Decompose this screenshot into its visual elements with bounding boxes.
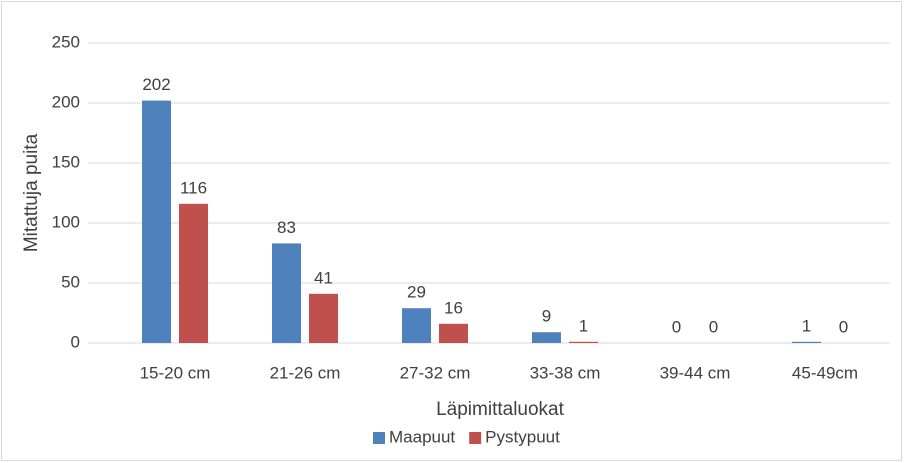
data-label: 16: [444, 298, 463, 317]
bar: [532, 332, 561, 343]
data-label: 0: [839, 317, 848, 336]
data-label: 0: [709, 317, 718, 336]
x-tick-label: 21-26 cm: [270, 363, 341, 382]
data-label: 1: [802, 316, 811, 335]
data-label: 202: [142, 75, 170, 94]
data-label: 116: [180, 178, 207, 197]
bar: [309, 293, 338, 343]
bar: [402, 308, 431, 343]
bar: [272, 243, 301, 343]
bar: [179, 203, 208, 343]
bar: [142, 100, 171, 343]
y-axis-title: Mitattuja puita: [21, 133, 42, 252]
x-tick-label: 39-44 cm: [660, 363, 731, 382]
y-tick-label: 0: [71, 332, 80, 351]
x-tick-label: 27-32 cm: [400, 363, 471, 382]
data-label: 1: [579, 316, 588, 335]
y-tick-label: 250: [52, 32, 80, 51]
x-axis-title: Läpimittaluokat: [436, 399, 565, 420]
legend-label: Pystypuut: [485, 427, 560, 446]
legend-swatch: [469, 432, 482, 444]
legend-swatch: [373, 432, 385, 444]
data-label: 41: [314, 268, 333, 287]
legend-label: Maapuut: [389, 427, 455, 446]
bar: [792, 341, 821, 343]
data-label: 9: [542, 307, 551, 326]
x-tick-label: 15-20 cm: [140, 363, 211, 382]
y-tick-label: 150: [52, 152, 80, 171]
y-tick-label: 100: [52, 212, 80, 231]
data-label: 29: [407, 283, 426, 302]
y-tick-label: 50: [61, 272, 80, 291]
x-tick-label: 33-38 cm: [530, 363, 601, 382]
y-tick-label: 200: [52, 92, 80, 111]
bar: [569, 341, 598, 343]
bar: [439, 323, 468, 343]
x-tick-label: 45-49cm: [792, 363, 858, 382]
data-label: 0: [672, 317, 681, 336]
data-label: 83: [277, 218, 296, 237]
